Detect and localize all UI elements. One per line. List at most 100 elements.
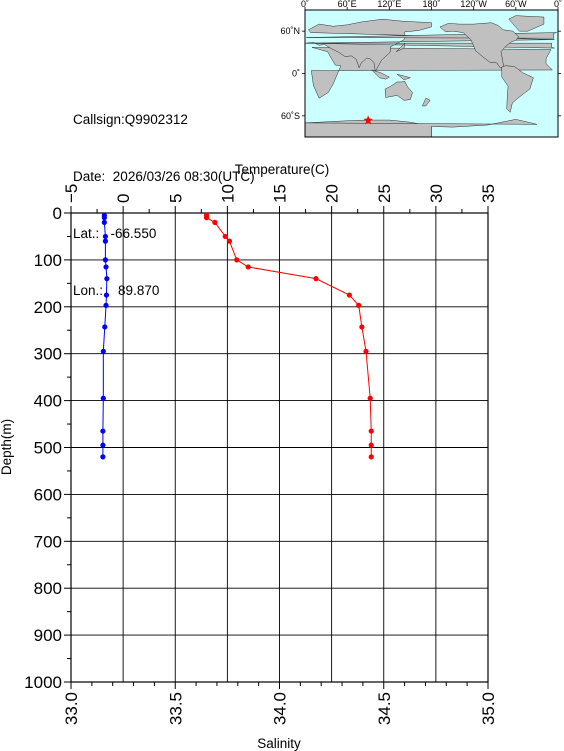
land-shape [384,81,413,101]
salinity-tick-label: 33.5 [166,692,185,725]
map-lat-label: 60˚S [281,111,300,121]
map-lon-labels: 0˚ 60˚E 120˚E 180˚ 120˚W 60˚W 0˚ [301,0,562,10]
lat-label: Lat.: [73,226,100,241]
temperature-tick-label: 5 [166,194,185,203]
map-lat-label: 0˚ [292,69,300,79]
temperature-tick-label: 15 [271,184,290,203]
land-shape [396,74,412,81]
profile-series [100,212,374,460]
depth-tick-labels: 0 100 200 300 400 500 600 700 800 900 1000 [24,204,62,692]
callsign-line: Callsign:Q9902312 [73,110,255,129]
temperature-tick-label: 20 [323,184,342,203]
salinity-data-point [101,215,107,221]
depth-tick-label: 600 [34,485,62,504]
map-lon-label: 60˚E [338,0,357,9]
depth-tick-label: 800 [34,579,62,598]
temperature-profile-line [206,215,372,457]
salinity-data-point [100,454,106,460]
map-land [304,15,557,138]
temperature-data-point [368,442,374,448]
temperature-tick-label: 30 [427,184,446,203]
salinity-data-point [103,292,110,298]
date-value: 2026/03/26 08:30(UTC) [112,169,255,184]
temperature-data-point [346,292,352,298]
land-shape [396,42,406,52]
salinity-axis-title: Salinity [257,736,301,751]
salinity-tick-label: 33.0 [62,692,81,725]
depth-tick-label: 500 [34,439,62,458]
temperature-axis-title: Temperature(C) [235,162,330,177]
temperature-data-point [313,276,319,282]
salinity-tick-label: 35.0 [479,692,498,725]
plot-minor-ticks [64,206,489,689]
station-info: Callsign:Q9902312 Date: 2026/03/26 08:30… [73,72,255,319]
salinity-data-point [102,257,109,263]
map-lon-label: 0˚ [554,0,562,9]
temperature-data-point [203,215,210,221]
star-icon [363,115,373,125]
temperature-tick-label: 35 [479,184,498,203]
map-lon-label: 0˚ [301,0,309,9]
callsign-label: Callsign: [73,112,125,127]
temperature-data-point [368,428,374,434]
temperature-data-point [212,219,218,225]
land-shape [508,15,545,32]
depth-tick-label: 300 [34,345,62,364]
temperature-data-point [363,348,369,354]
lat-value: -66.550 [110,226,157,241]
temperature-data-point [245,264,251,270]
map-lat-label: 60˚N [280,26,300,36]
temperature-tick-label: 0 [114,194,133,203]
lon-value: 89.870 [118,283,160,298]
date-label: Date: [73,169,106,184]
salinity-tick-label: 34.5 [375,692,394,725]
temperature-data-point [359,324,365,330]
temperature-tick-label: 10 [218,184,237,203]
land-shape [422,97,431,107]
salinity-data-point [103,302,109,308]
depth-tick-label: 100 [34,251,62,270]
world-map: 0˚ 60˚E 120˚E 180˚ 120˚W 60˚W 0˚ 60˚N 0˚ 60˚S [280,0,562,138]
temperature-data-point [226,238,233,244]
salinity-data-point [100,395,106,401]
depth-tick-label: 700 [34,532,62,551]
lon-label: Lon.: [73,283,104,298]
land-shape [371,69,390,80]
land-shape [304,18,555,72]
plot-grid [71,213,488,682]
salinity-data-point [102,324,108,330]
depth-tick-label: 1000 [24,673,62,692]
salinity-tick-label: 34.0 [271,692,290,725]
salinity-data-point [103,264,109,270]
salinity-profile-line [102,215,108,457]
salinity-data-point [100,428,106,434]
depth-tick-label: 200 [34,298,62,317]
map-lon-label: 120˚W [460,0,487,9]
salinity-data-point [104,276,110,282]
depth-tick-label: 0 [53,204,62,223]
station-marker-star-icon [363,115,373,125]
salinity-data-point [101,219,107,225]
land-shape [439,22,519,69]
map-lon-label: 180˚ [422,0,440,9]
depth-axis-title: Depth(m) [0,419,14,475]
salinity-data-point [100,442,106,448]
salinity-data-point [102,233,109,240]
temperature-data-point [367,395,373,401]
depth-tick-label: 900 [34,626,62,645]
temperature-tick-label: −5 [62,184,81,203]
plot-frame [70,212,489,683]
map-lon-label: 60˚W [505,0,527,9]
temperature-data-point [234,257,240,263]
salinity-data-point [100,348,106,354]
depth-tick-label: 400 [34,392,62,411]
salinity-data-point [102,238,109,244]
date-line: Date: 2026/03/26 08:30(UTC) [73,167,255,186]
map-lon-label: 120˚E [377,0,401,9]
temperature-tick-labels: −5 0 5 10 15 20 25 30 35 [62,184,498,203]
callsign-value: Q9902312 [124,112,188,127]
land-shape [501,65,534,113]
temperature-data-point [356,302,362,308]
temperature-tick-label: 25 [375,184,394,203]
